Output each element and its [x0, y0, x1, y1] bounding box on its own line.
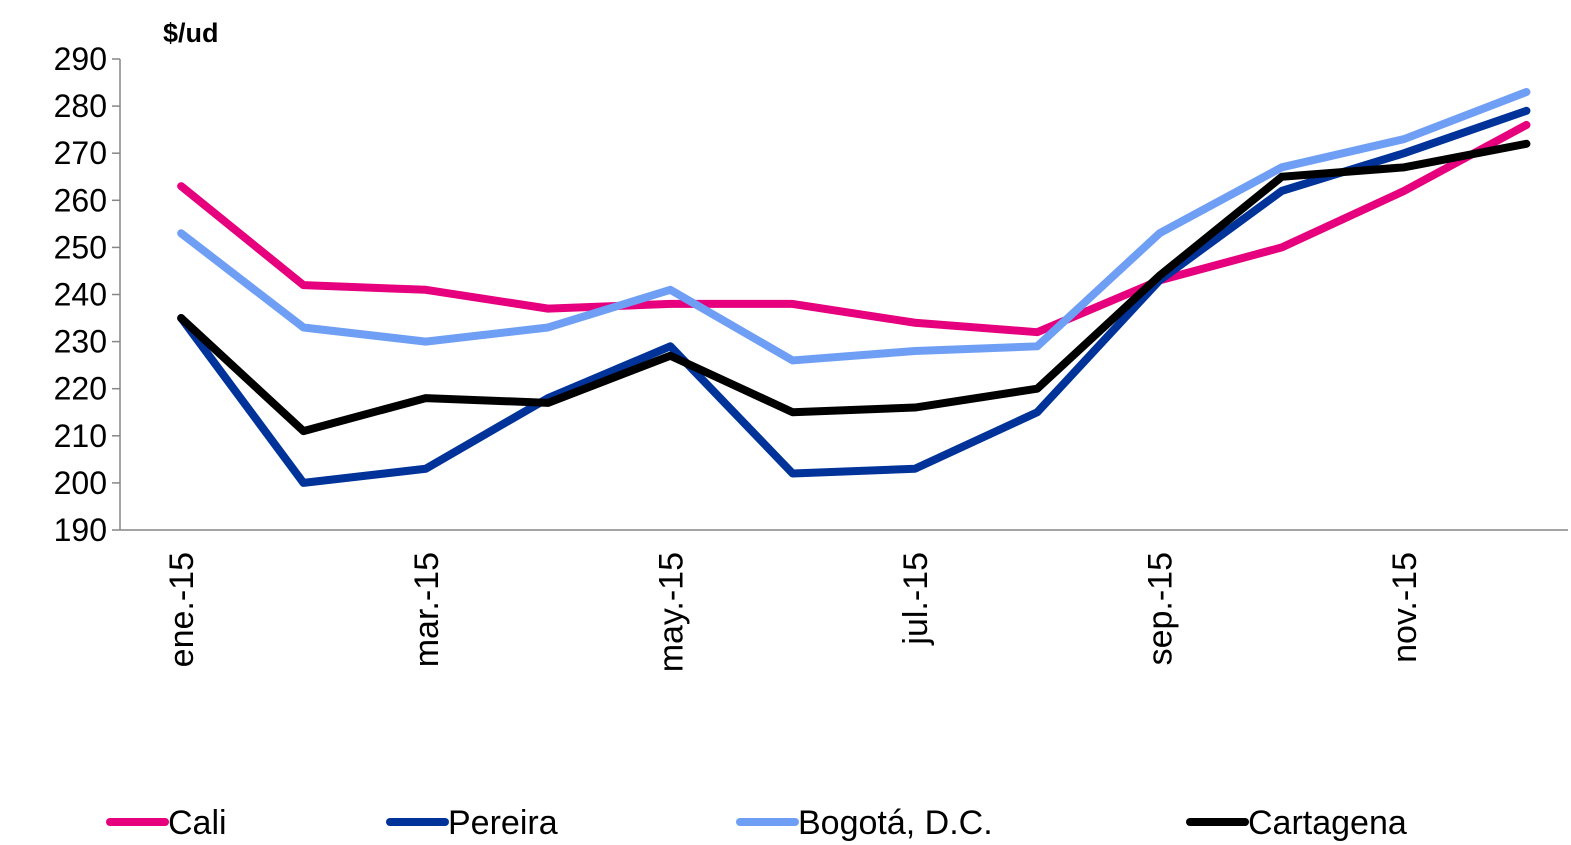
legend-label: Cartagena — [1248, 804, 1407, 842]
y-tick-label: 230 — [54, 324, 107, 360]
y-tick-label: 280 — [54, 88, 107, 124]
y-tick-label: 200 — [54, 465, 107, 501]
y-axis-label: $/ud — [163, 18, 219, 48]
x-tick-label: may.-15 — [652, 552, 690, 672]
y-tick-label: 260 — [54, 182, 107, 218]
series-line — [177, 87, 1531, 365]
legend-label: Cali — [168, 804, 227, 842]
y-tick-label: 210 — [54, 418, 107, 454]
y-tick-label: 270 — [54, 135, 107, 171]
x-tick-label: sep.-15 — [1142, 552, 1180, 665]
series-line — [177, 139, 1531, 436]
legend-label: Pereira — [448, 804, 558, 842]
y-tick-label: 190 — [54, 512, 107, 548]
y-tick-label: 250 — [54, 229, 107, 265]
x-tick-label: mar.-15 — [408, 552, 446, 667]
legend-label: Bogotá, D.C. — [798, 804, 993, 842]
series-line — [177, 106, 1531, 487]
y-tick-label: 240 — [54, 277, 107, 313]
series-line — [177, 120, 1531, 337]
x-tick-label: jul.-15 — [897, 552, 935, 646]
x-tick-label: nov.-15 — [1386, 552, 1424, 663]
y-tick-label: 290 — [54, 41, 107, 77]
y-tick-label: 220 — [54, 371, 107, 407]
x-tick-label: ene.-15 — [163, 552, 201, 667]
